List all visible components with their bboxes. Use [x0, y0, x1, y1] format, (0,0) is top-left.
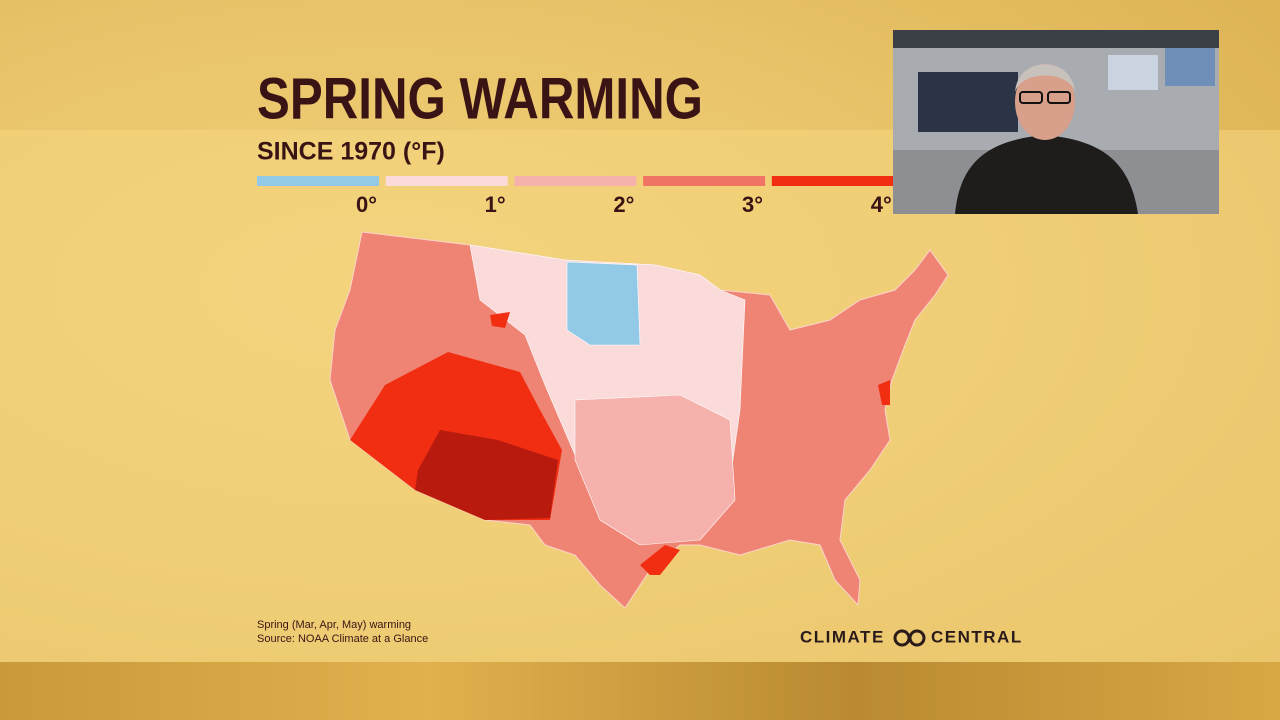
subtitle: SINCE 1970 (°F): [257, 138, 445, 166]
logo-icon: [893, 629, 911, 647]
logo: CLIMATE CENTRAL: [800, 627, 1023, 647]
webcam: [893, 30, 1219, 214]
map-region-blue: [566, 261, 641, 346]
studio-ceiling: [893, 30, 1219, 48]
logo-right: CENTRAL: [931, 627, 1023, 646]
legend: 0° 1° 2° 3° 4°: [257, 176, 894, 217]
footer-strip: [0, 662, 1280, 720]
legend-swatch: [643, 176, 766, 186]
footnote: Spring (Mar, Apr, May) warming: [257, 619, 411, 631]
legend-label: 1°: [485, 192, 506, 217]
person-body: [955, 135, 1138, 214]
legend-swatch: [385, 176, 508, 186]
legend-swatch: [257, 176, 379, 186]
studio-screen: [918, 72, 1018, 132]
map-region-coast: [640, 545, 680, 575]
person-hair: [1015, 64, 1075, 92]
map-region-darkred: [415, 430, 558, 520]
map-region-mid: [574, 394, 736, 546]
legend-swatch: [514, 176, 637, 186]
person-glasses: [1047, 91, 1071, 104]
logo-icon: [908, 629, 926, 647]
logo-left: CLIMATE: [800, 627, 885, 646]
map-region-coast: [490, 312, 510, 328]
map-region-coast: [878, 380, 890, 405]
source: Source: NOAA Climate at a Glance: [257, 633, 428, 645]
person-head: [1015, 64, 1075, 140]
title: SPRING WARMING: [257, 66, 703, 131]
studio-screen: [1165, 48, 1215, 86]
legend-label: 4°: [871, 192, 892, 217]
legend-swatch: [771, 176, 894, 186]
legend-label: 0°: [356, 192, 377, 217]
studio-screen: [1108, 55, 1158, 90]
us-map: [329, 231, 949, 609]
legend-label: 2°: [613, 192, 634, 217]
legend-label: 3°: [742, 192, 763, 217]
person-glasses: [1019, 91, 1043, 104]
